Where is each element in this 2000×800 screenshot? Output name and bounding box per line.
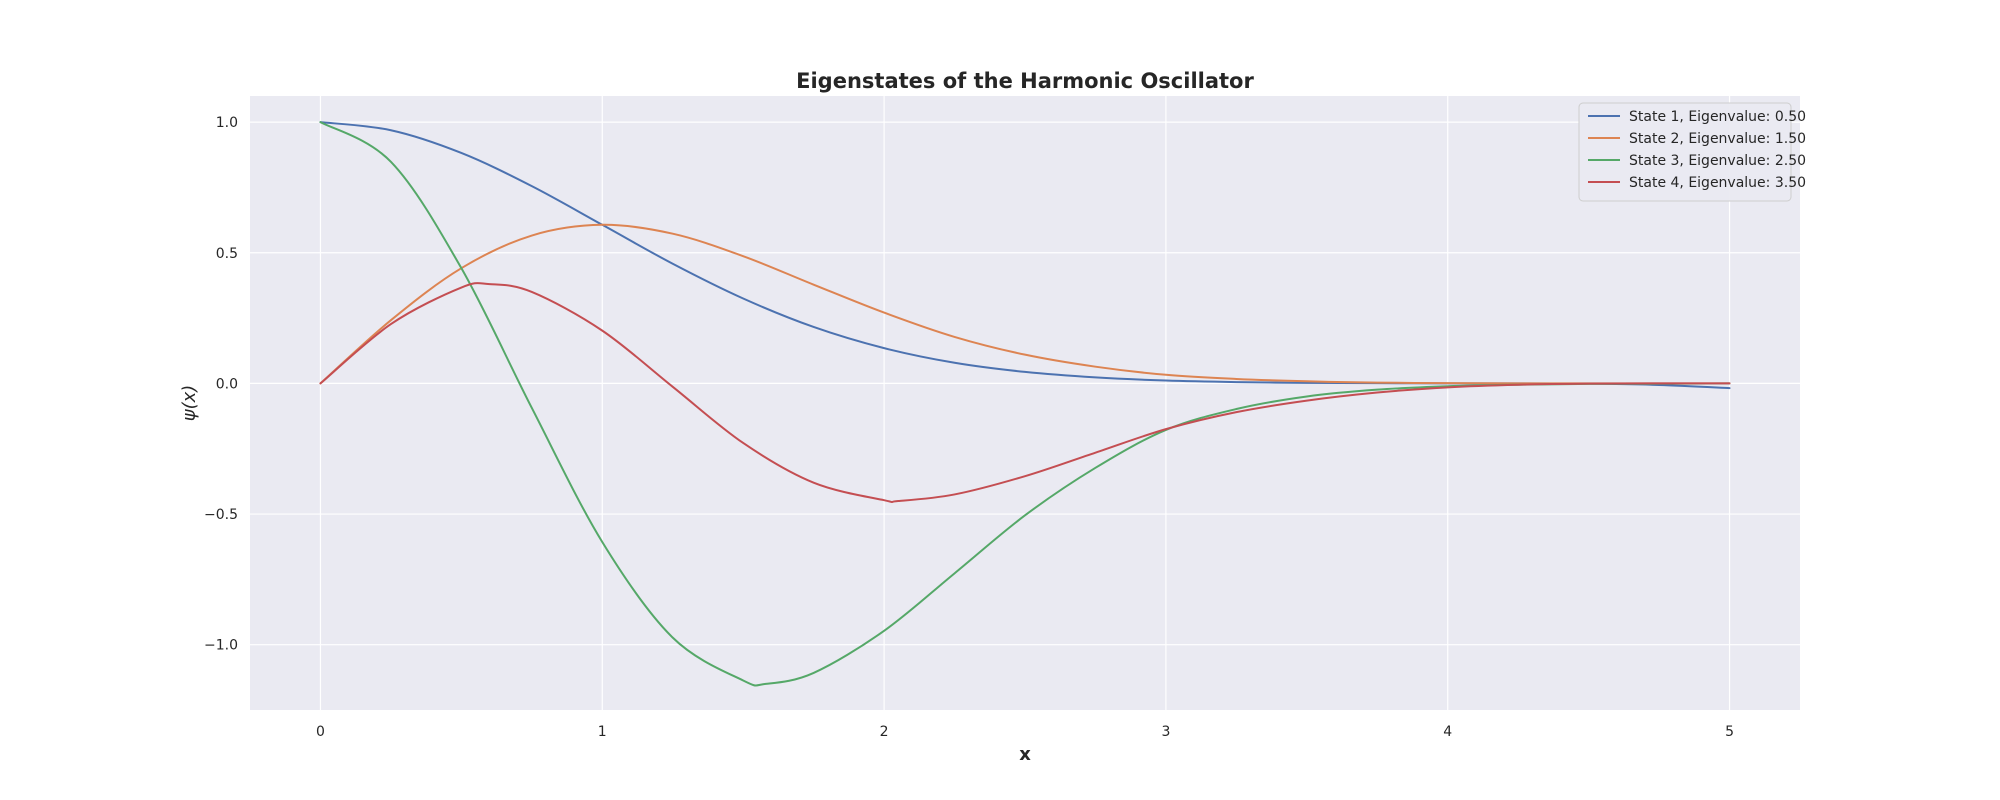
plot-area bbox=[250, 96, 1800, 710]
y-ticks: −1.0 −0.5 0.0 0.5 1.0 bbox=[204, 115, 238, 654]
series-layer bbox=[319, 121, 1731, 687]
legend-entry-label: State 4, Eigenvalue: 3.50 bbox=[1629, 175, 1806, 191]
legend-entry-label: State 1, Eigenvalue: 0.50 bbox=[1629, 109, 1806, 125]
legend-entry-label: State 2, Eigenvalue: 1.50 bbox=[1629, 131, 1806, 147]
x-tick-label: 2 bbox=[880, 724, 889, 740]
x-axis-label: x bbox=[1019, 744, 1031, 765]
legend-box bbox=[1578, 102, 1792, 202]
legend: State 1, Eigenvalue: 0.50 State 2, Eigenv… bbox=[1578, 102, 1806, 202]
x-tick-label: 4 bbox=[1443, 724, 1452, 740]
chart-title: Eigenstates of the Harmonic Oscillator bbox=[796, 69, 1254, 93]
x-ticks: 0 1 2 3 4 5 bbox=[316, 724, 1734, 740]
y-tick-label: 1.0 bbox=[216, 115, 238, 131]
y-tick-label: 0.5 bbox=[216, 246, 238, 262]
series-line-state-2 bbox=[319, 223, 1731, 385]
y-tick-label: −0.5 bbox=[204, 507, 238, 523]
y-tick-label: 0.0 bbox=[216, 376, 238, 392]
x-tick-label: 5 bbox=[1725, 724, 1734, 740]
x-tick-label: 1 bbox=[598, 724, 607, 740]
legend-entry-label: State 3, Eigenvalue: 2.50 bbox=[1629, 153, 1806, 169]
x-tick-label: 0 bbox=[316, 724, 325, 740]
series-line-state-4 bbox=[319, 282, 1731, 504]
y-tick-label: −1.0 bbox=[204, 638, 238, 654]
y-axis-label: ψ(x) bbox=[179, 385, 200, 422]
x-tick-label: 3 bbox=[1161, 724, 1170, 740]
